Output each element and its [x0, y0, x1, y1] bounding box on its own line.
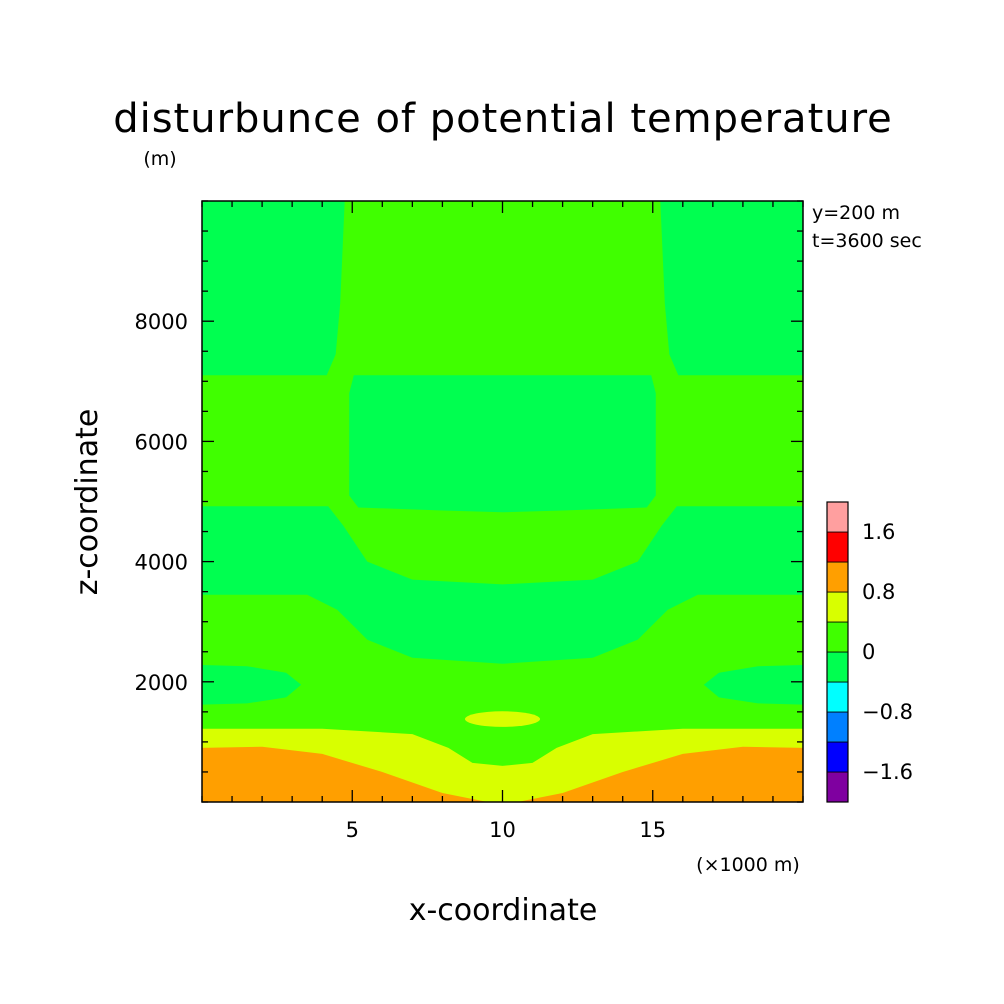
colorbar-band	[826, 651, 849, 683]
colorbar-band	[826, 561, 849, 593]
y-tick-label: 6000	[135, 430, 188, 454]
contour-region-6	[703, 665, 803, 705]
y-tick-label: 8000	[135, 310, 188, 334]
colorbar-tick-label: −1.6	[862, 760, 913, 784]
colorbar-tick-label: 0.8	[862, 580, 895, 604]
contour-region-5	[202, 665, 302, 705]
colorbar-band	[826, 741, 849, 773]
contour-region-3	[349, 375, 656, 513]
colorbar-band	[826, 711, 849, 743]
y-unit-label: (m)	[143, 148, 176, 170]
colorbar-tick-label: −0.8	[862, 700, 913, 724]
x-tick-label: 10	[489, 818, 516, 842]
y-tick-labels: 2000 4000 6000 8000	[135, 310, 188, 695]
colorbar-band	[826, 681, 849, 713]
contour-region-8	[464, 711, 541, 727]
annotation-y: y=200 m	[812, 202, 900, 224]
colorbar: −1.6 −0.8 0 0.8 1.6	[826, 501, 913, 803]
annotation-t: t=3600 sec	[812, 230, 922, 252]
colorbar-band	[826, 591, 849, 623]
contour-region-9	[202, 746, 803, 802]
contour-region-1	[202, 201, 345, 376]
x-unit-label: (×1000 m)	[696, 854, 800, 876]
colorbar-bands	[826, 501, 849, 803]
colorbar-tick-label: 0	[862, 640, 875, 664]
x-axis-label: x-coordinate	[409, 893, 598, 928]
colorbar-frame	[826, 501, 849, 803]
colorbar-band	[826, 501, 849, 533]
chart-title: disturbunce of potential temperature	[113, 96, 893, 142]
x-tick-label: 5	[346, 818, 359, 842]
contour-region-4	[202, 506, 803, 664]
colorbar-band	[826, 621, 849, 653]
colorbar-tick-label: 1.6	[862, 520, 895, 544]
y-tick-label: 2000	[135, 671, 188, 695]
contour-region-2	[660, 201, 803, 376]
colorbar-tick-labels: −1.6 −0.8 0 0.8 1.6	[862, 520, 913, 784]
x-tick-labels: 5 10 15	[346, 818, 667, 842]
colorbar-band	[826, 531, 849, 563]
plot-area: 5 10 15 2000 4000 6000 8000	[135, 200, 804, 842]
y-tick-label: 4000	[135, 551, 188, 575]
colorbar-band	[826, 771, 849, 803]
y-axis-label: z-coordinate	[70, 409, 105, 596]
contour-regions	[202, 201, 803, 802]
axis-ticks	[201, 200, 804, 803]
x-tick-label: 15	[639, 818, 666, 842]
